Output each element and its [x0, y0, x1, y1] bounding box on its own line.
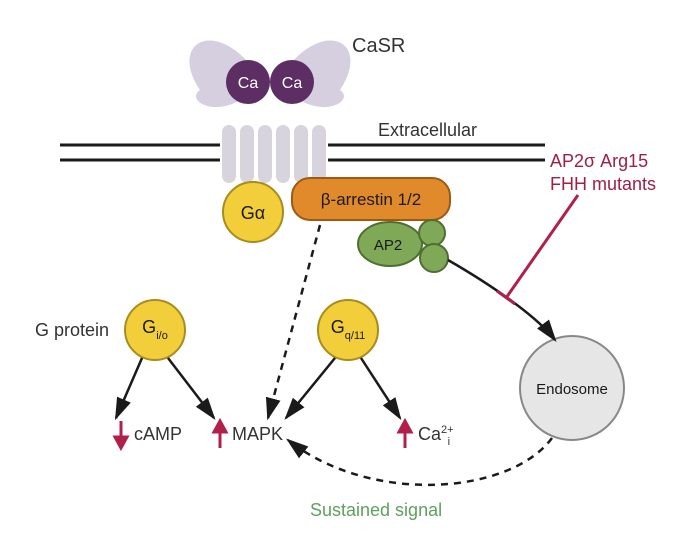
- ap2-mutant-label: AP2σ Arg15 FHH mutants: [550, 150, 656, 195]
- inhibit-line: [497, 195, 578, 304]
- g-protein-label: G protein: [35, 320, 109, 341]
- dashed-arrows: [268, 225, 552, 485]
- extracellular-label: Extracellular: [378, 120, 477, 141]
- casr-title: CaSR: [352, 35, 405, 58]
- receptor-tm: [222, 125, 326, 183]
- beta-arrestin-label: β-arrestin 1/2: [321, 190, 421, 209]
- casr-wings: [189, 40, 350, 107]
- ap2-label: AP2: [374, 237, 402, 254]
- ap2-sub2: [420, 244, 448, 272]
- camp-label: cAMP: [134, 424, 182, 445]
- ca-label-1: Ca: [238, 75, 259, 92]
- sustained-label: Sustained signal: [310, 500, 442, 521]
- ca-label-2: Ca: [282, 75, 303, 92]
- g-alpha-label: Gα: [241, 203, 265, 223]
- ap2-sub1: [419, 220, 445, 246]
- mapk-label: MAPK: [232, 424, 283, 445]
- endosome-label: Endosome: [536, 381, 608, 398]
- ca2i-label: Ca2+i: [418, 424, 450, 448]
